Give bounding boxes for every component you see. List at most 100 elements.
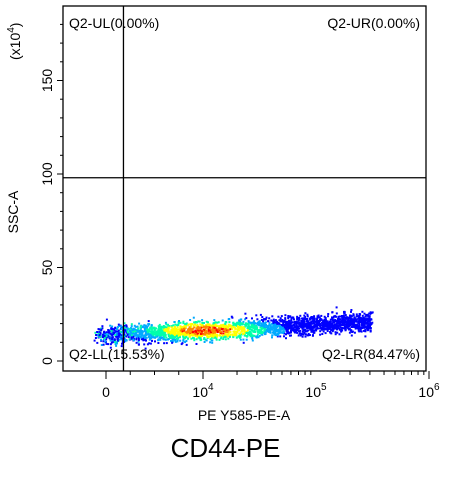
event-dot [349,322,352,325]
event-dot [275,328,278,330]
event-dot [231,334,234,337]
event-dot [358,318,361,321]
x-axis-title: PE Y585-PE-A [198,407,291,423]
event-dot [331,330,334,333]
event-dot [204,330,207,333]
event-dot [350,334,353,337]
event-dot [161,331,164,334]
event-dot [296,329,299,332]
event-dot [105,318,108,321]
event-dot [240,318,243,321]
event-dot [221,319,224,322]
event-dot [348,317,351,319]
event-dot [96,331,99,333]
event-dot [147,323,150,326]
event-dot [292,316,295,319]
event-dot [116,338,119,340]
event-dot [137,340,140,343]
event-dot [302,329,305,332]
event-dot [299,314,302,317]
event-dot [231,327,234,330]
event-dot [284,317,287,320]
event-dot [318,318,321,321]
event-dot [225,325,228,327]
event-dot [193,321,196,324]
event-dot [199,323,202,326]
event-dot [339,328,342,331]
event-dot [216,331,219,333]
event-dot [239,335,242,338]
event-dot [171,326,174,329]
event-dot [224,327,227,330]
event-dot [175,333,178,336]
event-dot [284,314,287,317]
event-dot [263,322,266,325]
event-dot [272,324,275,327]
event-dot [363,317,366,320]
event-dot [294,326,297,329]
event-dot [189,323,192,326]
y-axis-title: SSC-A [5,190,21,233]
event-dot [264,333,266,336]
event-dot [93,339,96,342]
event-dot [280,320,283,323]
event-dot [238,321,241,324]
event-dot [198,336,201,339]
event-dot [304,333,307,336]
event-dot [157,338,160,341]
event-dot [348,327,351,330]
event-dot [243,330,246,333]
event-dot [284,318,287,321]
event-dot [114,341,116,344]
event-dot [259,326,262,329]
event-dot [166,329,169,332]
event-dot [108,337,111,340]
event-dot [105,338,108,341]
event-dot [131,329,134,332]
event-dot [196,329,199,332]
event-dot [125,325,128,328]
event-dot [285,324,288,327]
event-dot [346,323,349,326]
event-dot [360,318,363,321]
event-dot [224,321,227,323]
event-dot [102,340,105,343]
event-dot [105,335,108,338]
event-dot [132,335,135,338]
event-dot [286,322,289,325]
event-dot [213,334,216,336]
event-dot [311,326,314,329]
event-dots [93,306,374,350]
event-dot [227,333,230,336]
event-dot [316,317,319,320]
event-dot [368,323,371,326]
event-dot [251,335,254,337]
event-dot [219,332,222,335]
event-dot [334,333,337,336]
event-dot [283,323,286,326]
event-dot [203,338,206,341]
event-dot [189,333,192,336]
event-dot [130,323,133,326]
event-dot [150,330,153,333]
event-dot [121,341,124,344]
event-dot [125,338,128,341]
event-dot [137,327,140,330]
event-dot [365,318,368,321]
event-dot [319,322,322,325]
event-dot [255,336,258,339]
event-dot [143,328,146,331]
event-dot [212,335,215,338]
event-dot [254,331,257,333]
event-dot [331,317,334,320]
event-dot [277,328,280,331]
event-dot [285,337,287,340]
event-dot [322,319,325,322]
event-dot [298,321,301,324]
event-dot [326,323,329,326]
event-dot [115,332,118,335]
event-dot [199,335,202,338]
event-dot [245,332,248,334]
event-dot [273,320,276,323]
event-dot [187,333,190,336]
